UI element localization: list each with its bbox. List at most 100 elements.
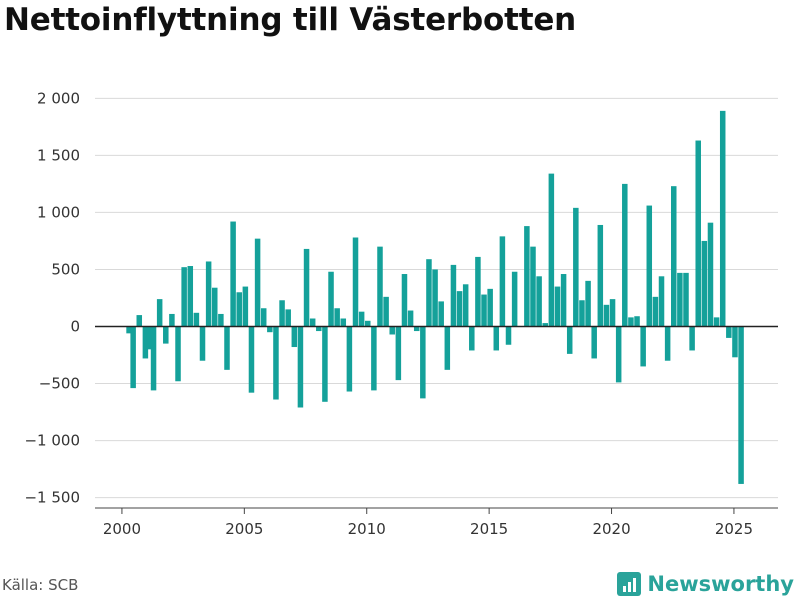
y-tick-label: −1 000: [24, 432, 80, 450]
x-tick-label: 2010: [348, 520, 386, 538]
bar: [603, 304, 610, 327]
bar: [175, 326, 181, 382]
y-axis-ticks: 2 000 1 500 1 000 500 0 −500 −1 000 −1 500: [24, 89, 80, 506]
x-axis-ticks: 2000 2005 2010 2015 2020 2025: [103, 508, 753, 538]
bar: [328, 271, 334, 327]
bar: [279, 300, 285, 327]
bar: [297, 326, 304, 408]
bar: [193, 312, 200, 327]
bar: [377, 246, 383, 327]
bars: [126, 110, 744, 484]
bar: [340, 318, 347, 327]
bar: [652, 296, 659, 327]
bar: [634, 316, 640, 327]
bar: [713, 317, 720, 327]
bar: [658, 276, 665, 327]
bar: [358, 311, 365, 327]
bar: [218, 313, 224, 327]
bar: [334, 308, 340, 327]
bar: [130, 326, 136, 389]
y-tick-label: 1 000: [37, 203, 80, 221]
bar: [291, 326, 298, 348]
bar: [469, 326, 475, 351]
source-note: Källa: SCB: [2, 576, 79, 594]
x-tick-label: 2005: [225, 520, 263, 538]
bar: [142, 326, 149, 359]
bar: [365, 320, 371, 327]
bar: [548, 173, 555, 327]
bar: [738, 326, 744, 484]
bar: [462, 284, 469, 327]
bar: [413, 326, 420, 332]
bar: [150, 326, 157, 391]
bar: [395, 326, 402, 381]
bar: [389, 326, 395, 335]
newsworthy-logo-icon: [617, 572, 642, 596]
y-tick-label: 1 500: [37, 146, 80, 164]
bar: [701, 240, 708, 327]
bar: [438, 301, 444, 327]
bar: [628, 317, 634, 327]
bar: [554, 286, 561, 327]
bar: [169, 313, 175, 327]
y-tick-label: −500: [39, 375, 80, 393]
bar: [481, 294, 487, 327]
bar: [591, 326, 597, 359]
bar: [579, 300, 585, 327]
bar: [322, 326, 328, 402]
bar: [524, 226, 530, 327]
bar: [719, 110, 726, 327]
bar: [726, 326, 732, 338]
y-tick-label: 2 000: [37, 89, 80, 107]
bar: [732, 326, 738, 358]
y-tick-label: 0: [70, 318, 80, 336]
bar: [426, 259, 432, 327]
bar: [511, 271, 518, 327]
bar: [156, 299, 163, 327]
bar: [303, 248, 310, 327]
bar: [224, 326, 230, 370]
bar: [444, 326, 451, 370]
bar: [230, 221, 236, 327]
bar: [432, 269, 438, 327]
bar: [664, 326, 671, 361]
bar: [450, 264, 457, 327]
brand-name: Newsworthy: [647, 572, 794, 596]
bar: [273, 326, 279, 400]
bar: [677, 272, 683, 327]
bar: [707, 222, 714, 327]
bar: [309, 318, 316, 327]
bar: [352, 237, 359, 327]
bar: [136, 315, 143, 327]
bar: [163, 326, 169, 344]
bar: [181, 267, 187, 327]
bar: [346, 326, 353, 392]
bar: [597, 224, 604, 327]
bar: [248, 326, 255, 393]
bar: [383, 296, 389, 327]
chart-title: Nettoinflyttning till Västerbotten: [4, 2, 577, 38]
bar: [487, 288, 493, 327]
bar: [456, 291, 463, 327]
newsworthy-logo[interactable]: Newsworthy: [617, 570, 794, 598]
bar: [187, 266, 194, 327]
bar: [671, 186, 677, 327]
bar: [285, 309, 291, 327]
bar: [542, 323, 548, 327]
bar: [585, 280, 591, 327]
bar: [493, 326, 500, 351]
bar: [609, 299, 616, 327]
bar: [683, 272, 689, 327]
bar: [615, 326, 622, 383]
bar: [566, 326, 573, 354]
bar: [530, 246, 536, 327]
bar: [371, 326, 377, 391]
bar: [640, 326, 646, 367]
bar: [689, 326, 695, 351]
bar: [146, 326, 153, 350]
bar: [242, 286, 249, 327]
bar: [267, 326, 273, 333]
bar: [536, 276, 542, 327]
bar: [316, 326, 322, 332]
